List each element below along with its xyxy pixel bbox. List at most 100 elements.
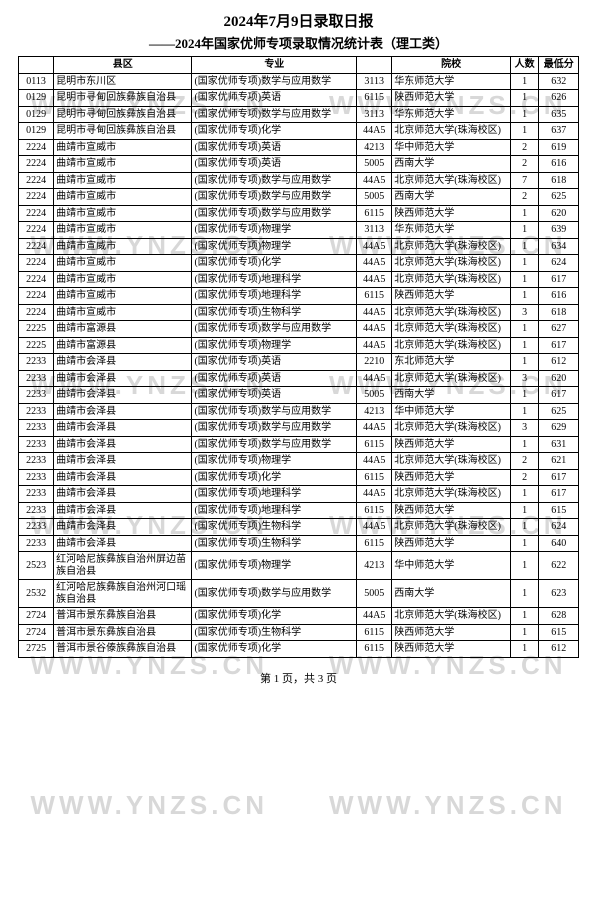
table-cell: 华东师范大学: [392, 222, 511, 239]
table-row: 2224曲靖市宣威市(国家优师专项)物理学3113华东师范大学1639: [19, 222, 579, 239]
table-cell: 曲靖市会泽县: [54, 436, 192, 453]
table-cell: 44A5: [357, 337, 392, 354]
col-major: 专业: [192, 57, 357, 74]
table-cell: (国家优师专项)生物科学: [192, 624, 357, 641]
table-cell: 1: [510, 205, 539, 222]
table-cell: 曲靖市宣威市: [54, 222, 192, 239]
table-row: 2233曲靖市会泽县(国家优师专项)物理学44A5北京师范大学(珠海校区)262…: [19, 453, 579, 470]
table-cell: 1: [510, 486, 539, 503]
table-cell: 634: [539, 238, 579, 255]
table-cell: 44A5: [357, 123, 392, 140]
table-cell: 2233: [19, 502, 54, 519]
table-cell: 1: [510, 238, 539, 255]
table-cell: 1: [510, 608, 539, 625]
table-cell: 2523: [19, 552, 54, 580]
table-cell: 曲靖市宣威市: [54, 156, 192, 173]
table-cell: (国家优师专项)数学与应用数学: [192, 580, 357, 608]
table-cell: 6115: [357, 535, 392, 552]
table-cell: (国家优师专项)数学与应用数学: [192, 403, 357, 420]
table-cell: 曲靖市富源县: [54, 321, 192, 338]
table-row: 0129昆明市寻甸回族彝族自治县(国家优师专项)英语6115陕西师范大学1626: [19, 90, 579, 107]
table-cell: 华中师范大学: [392, 552, 511, 580]
table-cell: 曲靖市会泽县: [54, 469, 192, 486]
table-row: 2233曲靖市会泽县(国家优师专项)英语44A5北京师范大学(珠海校区)3620: [19, 370, 579, 387]
table-cell: 2: [510, 139, 539, 156]
table-row: 2224曲靖市宣威市(国家优师专项)物理学44A5北京师范大学(珠海校区)163…: [19, 238, 579, 255]
table-cell: 3113: [357, 222, 392, 239]
table-cell: 1: [510, 436, 539, 453]
table-cell: 3113: [357, 73, 392, 90]
table-cell: 44A5: [357, 486, 392, 503]
table-cell: 6115: [357, 436, 392, 453]
table-cell: 2224: [19, 304, 54, 321]
table-cell: 621: [539, 453, 579, 470]
table-cell: (国家优师专项)生物科学: [192, 304, 357, 321]
table-cell: 2233: [19, 403, 54, 420]
table-cell: 4213: [357, 139, 392, 156]
table-cell: (国家优师专项)生物科学: [192, 519, 357, 536]
table-cell: 曲靖市宣威市: [54, 205, 192, 222]
table-cell: 1: [510, 271, 539, 288]
table-cell: (国家优师专项)数学与应用数学: [192, 106, 357, 123]
table-cell: 2: [510, 189, 539, 206]
table-cell: 44A5: [357, 304, 392, 321]
admission-table: 县区 专业 院校 人数 最低分 0113昆明市东川区(国家优师专项)数学与应用数…: [18, 56, 579, 658]
table-cell: 曲靖市宣威市: [54, 288, 192, 305]
table-cell: 东北师范大学: [392, 354, 511, 371]
table-cell: 曲靖市会泽县: [54, 502, 192, 519]
table-cell: 618: [539, 304, 579, 321]
table-row: 2724普洱市景东彝族自治县(国家优师专项)化学44A5北京师范大学(珠海校区)…: [19, 608, 579, 625]
table-cell: 2: [510, 156, 539, 173]
table-cell: 北京师范大学(珠海校区): [392, 271, 511, 288]
table-cell: 6115: [357, 502, 392, 519]
table-cell: 2224: [19, 156, 54, 173]
table-cell: 北京师范大学(珠海校区): [392, 519, 511, 536]
table-cell: 5005: [357, 156, 392, 173]
table-row: 2224曲靖市宣威市(国家优师专项)化学44A5北京师范大学(珠海校区)1624: [19, 255, 579, 272]
table-cell: (国家优师专项)英语: [192, 354, 357, 371]
table-cell: 昆明市东川区: [54, 73, 192, 90]
table-cell: 红河哈尼族彝族自治州屏边苗族自治县: [54, 552, 192, 580]
table-cell: (国家优师专项)数学与应用数学: [192, 73, 357, 90]
table-cell: 2: [510, 453, 539, 470]
table-cell: 5005: [357, 580, 392, 608]
table-cell: 620: [539, 370, 579, 387]
table-row: 0113昆明市东川区(国家优师专项)数学与应用数学3113华东师范大学1632: [19, 73, 579, 90]
table-cell: 2233: [19, 469, 54, 486]
table-cell: 6115: [357, 469, 392, 486]
table-cell: 1: [510, 90, 539, 107]
table-cell: 615: [539, 624, 579, 641]
table-cell: 1: [510, 321, 539, 338]
table-cell: 普洱市景谷傣族彝族自治县: [54, 641, 192, 658]
table-cell: 2225: [19, 337, 54, 354]
table-cell: 617: [539, 271, 579, 288]
table-cell: 曲靖市富源县: [54, 337, 192, 354]
table-cell: 1: [510, 123, 539, 140]
table-row: 2233曲靖市会泽县(国家优师专项)数学与应用数学6115陕西师范大学1631: [19, 436, 579, 453]
table-cell: 631: [539, 436, 579, 453]
table-header-row: 县区 专业 院校 人数 最低分: [19, 57, 579, 74]
table-cell: 1: [510, 641, 539, 658]
table-cell: (国家优师专项)英语: [192, 90, 357, 107]
table-cell: 6115: [357, 90, 392, 107]
table-cell: 612: [539, 354, 579, 371]
table-cell: 2233: [19, 370, 54, 387]
table-cell: (国家优师专项)数学与应用数学: [192, 321, 357, 338]
table-row: 2224曲靖市宣威市(国家优师专项)数学与应用数学6115陕西师范大学1620: [19, 205, 579, 222]
table-cell: 3: [510, 370, 539, 387]
table-cell: 北京师范大学(珠海校区): [392, 255, 511, 272]
table-cell: 2233: [19, 453, 54, 470]
table-cell: 4213: [357, 552, 392, 580]
table-cell: 1: [510, 580, 539, 608]
table-cell: 44A5: [357, 420, 392, 437]
table-cell: 44A5: [357, 172, 392, 189]
table-row: 2224曲靖市宣威市(国家优师专项)数学与应用数学5005西南大学2625: [19, 189, 579, 206]
table-cell: 2233: [19, 354, 54, 371]
table-cell: 2210: [357, 354, 392, 371]
table-cell: (国家优师专项)化学: [192, 255, 357, 272]
table-row: 2233曲靖市会泽县(国家优师专项)化学6115陕西师范大学2617: [19, 469, 579, 486]
table-cell: 628: [539, 608, 579, 625]
table-cell: 1: [510, 255, 539, 272]
table-row: 2523红河哈尼族彝族自治州屏边苗族自治县(国家优师专项)物理学4213华中师范…: [19, 552, 579, 580]
table-cell: 619: [539, 139, 579, 156]
